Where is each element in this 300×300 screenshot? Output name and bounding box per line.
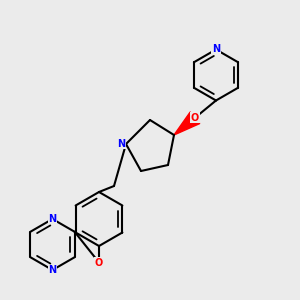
Text: N: N [48,214,57,224]
Text: O: O [95,257,103,268]
Text: N: N [212,44,220,55]
Text: N: N [117,139,126,149]
Text: O: O [191,113,199,123]
Polygon shape [174,112,200,135]
Text: N: N [48,265,57,275]
